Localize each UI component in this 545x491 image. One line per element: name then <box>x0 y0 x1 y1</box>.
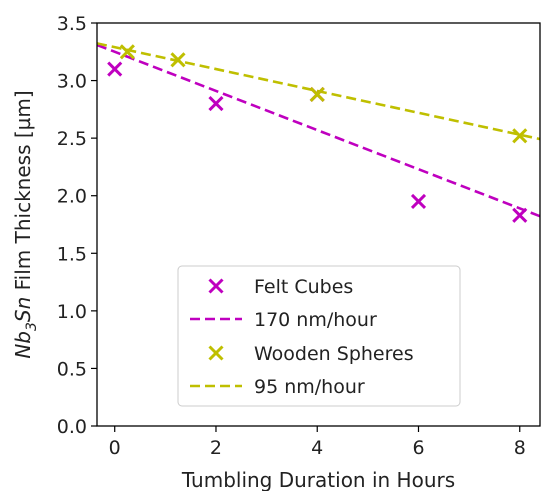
data-point-wooden-spheres <box>512 128 528 144</box>
plot-frame <box>96 22 541 427</box>
legend-marker-felt-cubes <box>208 278 224 294</box>
y-axis-label-prefix: Nb <box>11 331 35 359</box>
x-tick-label: 0 <box>109 437 121 459</box>
x-tick-label: 8 <box>514 437 526 459</box>
legend-item-felt-cubes: Felt Cubes <box>208 276 353 298</box>
legend-marker-glyph <box>208 345 224 361</box>
data-point-wooden-spheres <box>119 44 135 60</box>
legend-marker-wooden-spheres <box>208 345 224 361</box>
legend-marker-glyph <box>208 278 224 294</box>
y-axis-label-subscript: 3 <box>24 322 40 331</box>
axis-ticks: 0 2 4 6 8 0.0 0.5 1.0 1.5 2.0 2.5 3.0 3.5 <box>57 13 526 459</box>
y-tick-label: 0.5 <box>57 358 87 380</box>
y-tick-label: 3.5 <box>57 13 87 35</box>
y-axis-label-rest: Film Thickness [µm] <box>11 90 35 296</box>
y-axis-label-suffix: Sn <box>11 297 35 322</box>
data-point-felt-cubes <box>410 193 427 210</box>
y-axis-label: Nb3Sn Film Thickness [µm] <box>11 90 40 358</box>
legend-label-170-nm-hour: 170 nm/hour <box>254 309 377 331</box>
y-tick-label: 0.0 <box>57 416 87 438</box>
legend-box <box>177 265 461 407</box>
legend-item-wooden-spheres: Wooden Spheres <box>208 343 414 365</box>
legend-item-170-nm-hour: 170 nm/hour <box>190 309 377 331</box>
x-axis-label: Tumbling Duration in Hours <box>181 468 455 491</box>
y-tick-label: 1.5 <box>57 243 87 265</box>
legend-label-wooden-spheres: Wooden Spheres <box>254 343 414 365</box>
legend-label-95-nm-hour: 95 nm/hour <box>254 376 365 398</box>
fit-line-170-nm-hour <box>97 43 540 218</box>
legend: Felt Cubes 170 nm/hour Wooden Spheres 95… <box>177 265 461 407</box>
y-tick-label: 1.0 <box>57 301 87 323</box>
data-point-wooden-spheres <box>309 86 325 102</box>
x-tick-label: 2 <box>210 437 222 459</box>
x-tick-label: 6 <box>412 437 424 459</box>
plot-area <box>97 42 540 223</box>
y-tick-label: 2.5 <box>57 128 87 150</box>
y-tick-label: 3.0 <box>57 71 87 93</box>
x-tick-label: 4 <box>311 437 323 459</box>
data-point-wooden-spheres <box>170 52 186 68</box>
data-point-felt-cubes <box>107 61 123 77</box>
legend-label-felt-cubes: Felt Cubes <box>254 276 353 298</box>
data-point-felt-cubes <box>208 96 224 112</box>
data-point-felt-cubes <box>512 207 528 223</box>
y-tick-label: 2.0 <box>57 186 87 208</box>
legend-item-95-nm-hour: 95 nm/hour <box>190 376 365 398</box>
